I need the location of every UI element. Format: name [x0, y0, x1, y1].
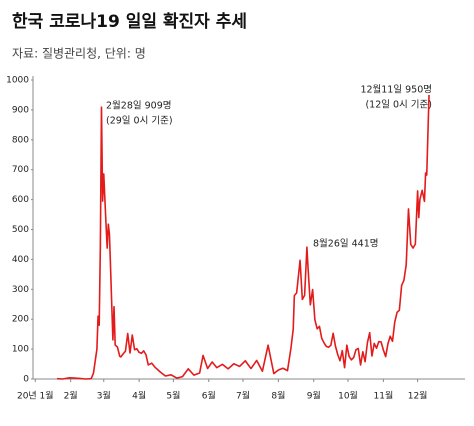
y-tick-label: 900 — [12, 105, 29, 115]
y-tick-label: 0 — [23, 375, 29, 385]
y-tick-label: 200 — [12, 315, 29, 325]
annotation: 2월28일 909명 — [106, 100, 172, 112]
x-tick-label: 10월 — [338, 390, 358, 402]
y-tick-label: 600 — [12, 195, 29, 205]
annotation: 12월11일 950명 — [360, 84, 432, 96]
y-tick-label: 300 — [12, 285, 29, 295]
annotation: 8월26일 441명 — [313, 238, 379, 250]
chart-title: 한국 코로나19 일일 확진자 추세 — [12, 12, 247, 32]
y-tick-label: 100 — [12, 345, 29, 355]
x-tick-label: 7월 — [236, 390, 250, 402]
y-tick-label: 400 — [12, 255, 29, 265]
x-tick-label: 9월 — [307, 390, 321, 402]
x-tick-label: 2월 — [64, 390, 78, 402]
x-tick-label: 12월 — [408, 390, 428, 402]
x-tick-label: 4월 — [132, 390, 146, 402]
x-tick-label: 3월 — [97, 390, 111, 402]
x-tick-label: 8월 — [271, 390, 285, 402]
x-tick-label: 6월 — [202, 390, 216, 402]
x-tick-label: 11월 — [374, 390, 394, 402]
y-tick-label: 500 — [12, 225, 29, 235]
line — [56, 94, 430, 380]
y-tick-label: 1000 — [6, 76, 29, 86]
chart-subtitle: 자료: 질병관리청, 단위: 명 — [12, 47, 146, 61]
y-tick-label: 700 — [12, 165, 29, 175]
annotation: (12일 0시 기준) — [365, 100, 432, 111]
x-tick-label: 5월 — [166, 390, 180, 402]
annotation: (29일 0시 기준) — [106, 116, 173, 127]
x-tick-label: 20년 1월 — [17, 390, 54, 402]
y-tick-label: 800 — [12, 135, 29, 145]
